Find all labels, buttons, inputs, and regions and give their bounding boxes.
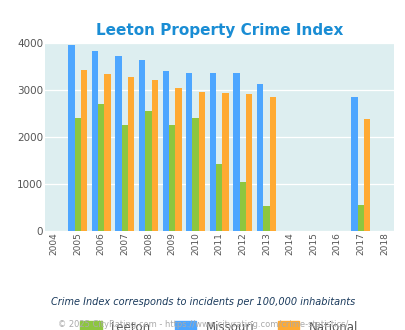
- Bar: [185, 73, 192, 231]
- Bar: [92, 51, 98, 231]
- Bar: [192, 118, 198, 231]
- Bar: [198, 92, 205, 231]
- Bar: [162, 71, 168, 231]
- Bar: [104, 74, 111, 231]
- Bar: [115, 56, 122, 231]
- Legend: Leeton, Missouri, National: Leeton, Missouri, National: [76, 316, 362, 330]
- Bar: [350, 97, 357, 231]
- Text: Crime Index corresponds to incidents per 100,000 inhabitants: Crime Index corresponds to incidents per…: [51, 297, 354, 307]
- Bar: [175, 88, 181, 231]
- Bar: [168, 125, 175, 231]
- Bar: [269, 96, 275, 231]
- Bar: [139, 60, 145, 231]
- Bar: [68, 45, 75, 231]
- Bar: [128, 77, 134, 231]
- Title: Leeton Property Crime Index: Leeton Property Crime Index: [95, 22, 342, 38]
- Bar: [98, 104, 104, 231]
- Bar: [357, 205, 363, 231]
- Bar: [122, 125, 128, 231]
- Bar: [81, 70, 87, 231]
- Bar: [151, 80, 158, 231]
- Bar: [145, 111, 151, 231]
- Text: © 2025 CityRating.com - https://www.cityrating.com/crime-statistics/: © 2025 CityRating.com - https://www.city…: [58, 320, 347, 329]
- Bar: [209, 73, 215, 231]
- Bar: [215, 164, 222, 231]
- Bar: [239, 182, 245, 231]
- Bar: [222, 93, 228, 231]
- Bar: [75, 118, 81, 231]
- Bar: [256, 84, 262, 231]
- Bar: [262, 206, 269, 231]
- Bar: [363, 118, 369, 231]
- Bar: [245, 94, 252, 231]
- Bar: [233, 74, 239, 231]
